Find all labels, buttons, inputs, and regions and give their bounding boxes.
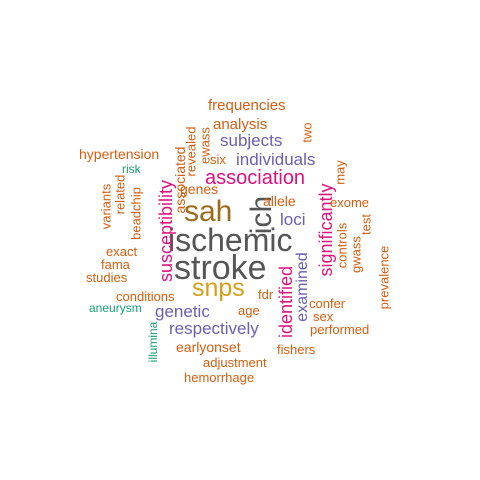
word-earlyonset: earlyonset <box>176 339 241 355</box>
word-stroke: stroke <box>174 249 267 287</box>
word-aneurysm: aneurysm <box>89 301 142 315</box>
word-analysis: analysis <box>213 116 268 133</box>
word-respectively: respectively <box>169 319 259 338</box>
word-related: related <box>112 174 128 215</box>
word-revealed: revealed <box>183 126 199 177</box>
word-snps: snps <box>192 274 245 302</box>
word-may: may <box>332 160 348 185</box>
word-association: association <box>205 167 306 189</box>
word-genetic: genetic <box>155 302 210 321</box>
word-identified: identified <box>276 265 296 339</box>
word-gwass: gwass <box>348 236 364 273</box>
word-fama: fama <box>101 257 130 272</box>
word-significantly: significantly <box>316 183 336 277</box>
word-exome: exome <box>330 195 370 210</box>
word-allele: allele <box>263 193 296 209</box>
word-fishers: fishers <box>277 342 316 357</box>
word-prevalence: prevalence <box>376 245 392 310</box>
word-variants: variants <box>98 183 114 230</box>
word-genes: genes <box>180 181 219 197</box>
word-individuals: individuals <box>236 150 316 169</box>
word-age: age <box>238 303 260 318</box>
word-examined: examined <box>294 252 311 322</box>
word-frequencies: frequencies <box>208 97 286 114</box>
word-conditions: conditions <box>116 289 175 304</box>
word-loci: loci <box>280 210 306 229</box>
word-studies: studies <box>86 270 128 285</box>
word-illumina: illumina <box>146 321 160 363</box>
word-risk: risk <box>122 162 141 176</box>
word-confer: confer <box>309 296 346 311</box>
word-sex: sex <box>313 309 334 324</box>
word-six: six <box>210 152 226 167</box>
word-beadchip: beadchip <box>128 187 144 240</box>
word-exact: exact <box>106 244 138 259</box>
word-hypertension: hypertension <box>79 146 160 162</box>
word-sah: sah <box>184 195 233 228</box>
word-performed: performed <box>310 322 370 337</box>
word-adjustment: adjustment <box>203 355 267 370</box>
word-ischemic: ischemic <box>168 222 293 258</box>
word-controls: controls <box>334 222 350 269</box>
word-fdr: fdr <box>258 287 274 302</box>
word-subjects: subjects <box>220 131 283 150</box>
word-hemorrhage: hemorrhage <box>184 370 255 385</box>
word-two: two <box>299 122 315 143</box>
